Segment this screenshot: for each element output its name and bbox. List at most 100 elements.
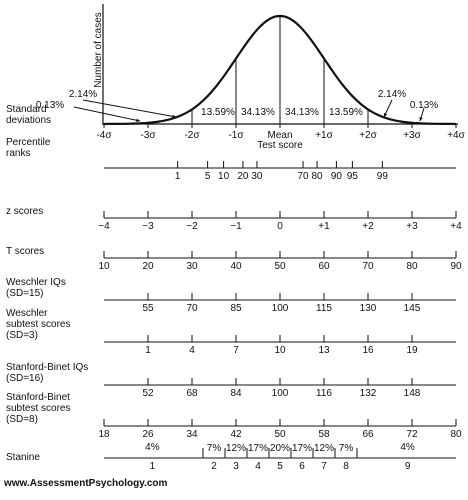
scale-tick-label: +3 xyxy=(406,221,418,232)
area-arrowhead xyxy=(419,117,423,121)
scale-row-label: subtest scores xyxy=(6,403,71,414)
scale-tick-label: 100 xyxy=(271,388,289,399)
sd-tick-label: -3σ xyxy=(140,130,156,141)
scale-row-label: z scores xyxy=(6,206,44,217)
scale-tick-label: 100 xyxy=(271,303,289,314)
stanine-number: 2 xyxy=(211,461,217,472)
sd-tick-label: -1σ xyxy=(228,130,244,141)
scale-tick-label: 50 xyxy=(274,429,286,440)
scale-row-label: T scores xyxy=(6,246,45,257)
site-watermark: www.AssessmentPsychology.com xyxy=(4,478,168,489)
stanine-percent: 17% xyxy=(247,443,268,454)
area-arrowhead xyxy=(383,113,388,117)
sd-tick-label: +1σ xyxy=(315,130,333,141)
area-arrow xyxy=(73,106,141,122)
scale-tick-label: 52 xyxy=(142,388,154,399)
scale-tick-label: 34 xyxy=(186,429,198,440)
stanine-number: 3 xyxy=(233,461,239,472)
y-axis-label: Number of cases xyxy=(93,12,104,88)
scale-tick-label: 80 xyxy=(406,261,418,272)
stanine-row-label: Stanine xyxy=(6,452,40,463)
scale-tick-label: 30 xyxy=(186,261,198,272)
scale-row-label: (SD=8) xyxy=(6,414,38,425)
scale-tick-label: 115 xyxy=(316,303,332,314)
scale-tick-label: 80 xyxy=(450,429,462,440)
area-percent: 34.13% xyxy=(285,107,319,118)
sd-tick-label: +4σ xyxy=(447,130,465,141)
scale-tick-label: 55 xyxy=(142,303,154,314)
scale-tick-label: 60 xyxy=(318,261,330,272)
scale-tick-label: 10 xyxy=(274,345,286,356)
area-percent: 13.59% xyxy=(329,107,363,118)
scale-tick-label: +4 xyxy=(450,221,462,232)
stanine-number: 5 xyxy=(277,461,283,472)
stanine-percent: 7% xyxy=(206,443,222,454)
sd-tick-label: +3σ xyxy=(403,130,421,141)
scale-tick-label: 90 xyxy=(330,171,342,182)
scale-tick-label: 84 xyxy=(230,388,242,399)
stanine-number: 6 xyxy=(299,461,305,472)
scale-row-label: Weschler xyxy=(6,308,48,319)
scale-tick-label: −2 xyxy=(186,221,198,232)
stanine-percent: 17% xyxy=(291,443,312,454)
scale-tick-label: 4 xyxy=(189,345,195,356)
sd-row-label: deviations xyxy=(6,115,52,126)
scale-row-label: Percentile xyxy=(6,137,51,148)
scale-tick-label: 58 xyxy=(318,429,330,440)
stanine-percent: 20% xyxy=(269,443,290,454)
scale-row-label: Weschler IQs xyxy=(6,277,66,288)
scale-tick-label: 132 xyxy=(359,388,377,399)
area-percent: 34.13% xyxy=(241,107,275,118)
stanine-number: 4 xyxy=(255,461,261,472)
stanine-percent: 7% xyxy=(338,443,354,454)
stanine-number: 8 xyxy=(343,461,349,472)
scale-tick-label: 42 xyxy=(230,429,242,440)
area-arrowhead xyxy=(172,114,176,119)
scale-row-label: (SD=3) xyxy=(6,330,38,341)
sd-tick-label: Mean xyxy=(267,130,293,141)
x-axis-label: Test score xyxy=(257,140,303,151)
stanine-percent: 4% xyxy=(400,442,415,453)
scale-tick-label: 68 xyxy=(186,388,198,399)
area-percent: 0.13% xyxy=(35,100,65,111)
scale-tick-label: 85 xyxy=(230,303,242,314)
scale-tick-label: 145 xyxy=(403,303,421,314)
scale-tick-label: 30 xyxy=(251,171,263,182)
scale-tick-label: 10 xyxy=(218,171,230,182)
scale-tick-label: 116 xyxy=(316,388,332,399)
scale-tick-label: 0 xyxy=(277,221,283,232)
scale-tick-label: 16 xyxy=(362,345,374,356)
scale-tick-label: 99 xyxy=(376,171,388,182)
scale-tick-label: 1 xyxy=(145,345,151,356)
area-arrow xyxy=(82,99,177,118)
scale-tick-label: 90 xyxy=(450,261,462,272)
scale-tick-label: 95 xyxy=(346,171,358,182)
area-percent: 2.14% xyxy=(68,89,98,100)
stanine-number: 7 xyxy=(321,461,327,472)
scale-tick-label: 70 xyxy=(362,261,374,272)
scale-tick-label: 148 xyxy=(403,388,421,399)
scale-tick-label: 18 xyxy=(98,429,110,440)
area-arrowhead xyxy=(136,118,140,122)
scale-tick-label: 10 xyxy=(98,261,110,272)
scale-tick-label: −4 xyxy=(98,221,110,232)
scale-tick-label: 20 xyxy=(142,261,154,272)
stanine-number: 9 xyxy=(404,461,411,472)
scale-row-label: ranks xyxy=(6,148,31,159)
scale-tick-label: 40 xyxy=(230,261,242,272)
scale-tick-label: 13 xyxy=(318,345,330,356)
scale-tick-label: 1 xyxy=(174,171,181,182)
area-percent: 13.59% xyxy=(201,107,235,118)
scale-tick-label: 26 xyxy=(142,429,154,440)
sd-tick-label: +2σ xyxy=(359,130,377,141)
scale-tick-label: +2 xyxy=(362,221,374,232)
scale-tick-label: 66 xyxy=(362,429,374,440)
scale-row-label: Stanford-Binet IQs xyxy=(6,362,89,373)
area-percent: 0.13% xyxy=(409,100,439,111)
scale-tick-label: 130 xyxy=(359,303,377,314)
scale-tick-label: 5 xyxy=(204,171,211,182)
scale-tick-label: 72 xyxy=(406,429,418,440)
stanine-percent: 12% xyxy=(313,443,334,454)
scale-tick-label: −1 xyxy=(230,221,242,232)
